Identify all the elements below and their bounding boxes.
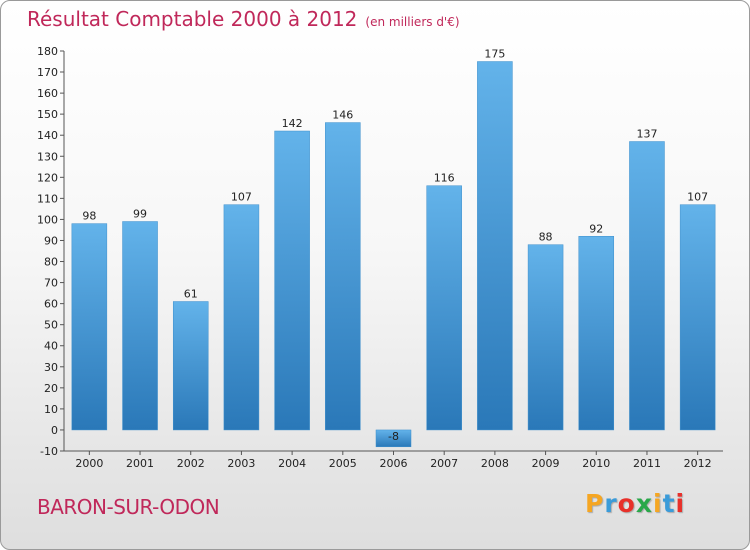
x-tick-label: 2012	[684, 457, 712, 470]
value-label: 61	[184, 288, 198, 301]
y-tick-label: 70	[44, 277, 58, 290]
x-tick-label: 2009	[532, 457, 560, 470]
bar	[477, 61, 513, 431]
proxiti-logo: Proxiti	[585, 489, 685, 518]
y-tick-label: 150	[37, 108, 58, 121]
x-tick-label: 2011	[633, 457, 661, 470]
bar	[223, 204, 260, 431]
logo-letter: o	[617, 489, 636, 518]
y-tick-label: 30	[44, 361, 58, 374]
x-tick-label: 2000	[75, 457, 103, 470]
x-tick-label: 2008	[481, 457, 509, 470]
y-tick-label: 170	[37, 66, 58, 79]
chart-title: Résultat Comptable 2000 à 2012 (en millie…	[27, 7, 460, 31]
y-tick-label: 110	[37, 192, 58, 205]
bar	[629, 141, 665, 431]
chart-subtitle: (en milliers d'€)	[365, 15, 460, 29]
bar	[426, 185, 462, 431]
logo-letter: i	[675, 489, 686, 518]
y-tick-label: 80	[44, 256, 58, 269]
bar	[527, 244, 564, 431]
y-tick-label: 60	[44, 298, 58, 311]
bar	[325, 122, 361, 431]
y-tick-label: 90	[44, 234, 58, 247]
logo-letter: i	[653, 489, 663, 518]
y-tick-label: 130	[37, 150, 58, 163]
value-label: 99	[133, 208, 147, 221]
y-tick-label: -10	[40, 445, 58, 458]
value-label: 146	[332, 109, 353, 122]
value-label: 137	[636, 128, 657, 141]
place-name: BARON-SUR-ODON	[37, 495, 220, 519]
value-label: 107	[687, 191, 708, 204]
x-tick-label: 2007	[430, 457, 458, 470]
value-label: 88	[539, 231, 553, 244]
y-tick-label: 160	[37, 87, 58, 100]
value-label: -8	[388, 430, 399, 443]
bar	[578, 236, 615, 431]
bar	[375, 429, 412, 448]
y-tick-label: 120	[37, 171, 58, 184]
value-labels-group: 98 99 61 107 142 146 -8 116 175 88 92 137 107	[82, 48, 708, 443]
value-label: 92	[589, 222, 603, 235]
bar	[679, 204, 716, 431]
value-label: 98	[82, 210, 96, 223]
bar	[172, 301, 209, 431]
y-tick-label: 50	[44, 319, 58, 332]
y-tick-label: 40	[44, 340, 58, 353]
logo-letter: t	[662, 489, 676, 518]
bar	[71, 223, 108, 431]
bar	[274, 130, 310, 431]
x-tick-label: 2001	[126, 457, 154, 470]
value-label: 142	[282, 117, 303, 130]
y-tick-label: 140	[37, 129, 58, 142]
y-tick-label: 0	[51, 424, 58, 437]
x-tick-label: 2004	[278, 457, 306, 470]
value-label: 116	[434, 172, 455, 185]
logo-letter: P	[585, 489, 605, 518]
x-tick-label: 2003	[227, 457, 255, 470]
x-tick-label: 2005	[329, 457, 357, 470]
chart-title-text: Résultat Comptable 2000 à 2012	[27, 7, 358, 31]
value-label: 175	[484, 48, 505, 61]
x-tick-label: 2006	[380, 457, 408, 470]
logo-letter: r	[604, 489, 618, 518]
axes: -10 0 10 20 30 40 50 60 70 80 90 100 110 120 130 140 150…	[37, 45, 723, 470]
y-tick-label: 180	[37, 45, 58, 58]
value-label: 107	[231, 191, 252, 204]
y-tick-label: 10	[44, 403, 58, 416]
x-tick-label: 2002	[177, 457, 205, 470]
bars-group	[71, 61, 716, 448]
bar	[122, 221, 158, 431]
x-tick-label: 2010	[582, 457, 610, 470]
y-tick-label: 100	[37, 213, 58, 226]
logo-letter: x	[635, 489, 653, 518]
y-tick-label: 20	[44, 382, 58, 395]
